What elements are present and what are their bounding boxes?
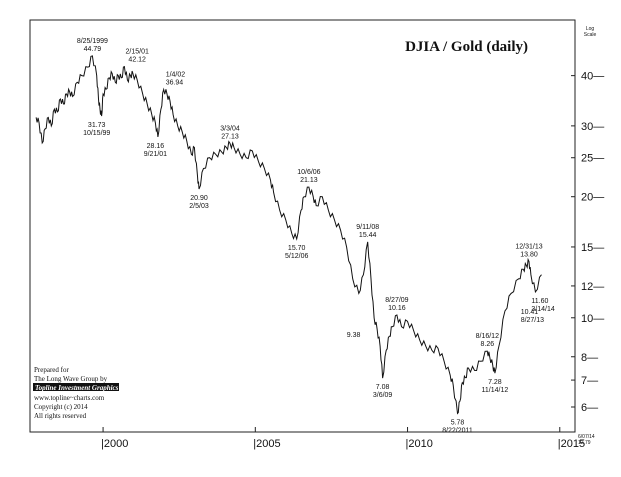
- y-axis: 6— 7— 8— 10— 12— 15— 20— 25— 30— 40—: [571, 71, 604, 414]
- y-tick-label: 30—: [581, 121, 604, 133]
- annotation-label: 42.12: [128, 57, 146, 64]
- corner-note-value: 12.79: [578, 440, 591, 446]
- annotation-label: 8/16/12: [476, 333, 499, 340]
- credit-rights: All rights reserved: [34, 412, 87, 420]
- y-tick-label: 7—: [581, 375, 598, 387]
- annotation-label: 7.28: [488, 379, 502, 386]
- scale-label-1: Log: [586, 26, 595, 32]
- series-line: [35, 55, 542, 415]
- annotation-label: 15.44: [359, 232, 377, 239]
- plot-frame: [29, 19, 576, 433]
- annotation-label: 36.94: [166, 80, 184, 87]
- annotation-label: 9.38: [347, 332, 361, 339]
- annotation-label: 2/5/03: [189, 203, 209, 210]
- annotation-label: 20.90: [190, 195, 208, 202]
- annotation-label: 13.80: [520, 252, 538, 259]
- annotation-label: 5/12/06: [285, 253, 308, 260]
- credit-block: Prepared for The Long Wave Group by Topl…: [33, 366, 119, 420]
- x-tick-label: |2000: [101, 438, 128, 450]
- annotation-label: 27.13: [221, 133, 239, 140]
- credit-firm: Topline Investment Graphics: [35, 384, 119, 392]
- x-tick-label: |2005: [253, 438, 280, 450]
- annotation-label: 5.78: [451, 420, 465, 427]
- y-tick-label: 15—: [581, 242, 604, 254]
- annotation-label: 8.26: [480, 341, 494, 348]
- credit-line-2: The Long Wave Group by: [34, 375, 108, 383]
- x-axis: |2000 |2005 |2010 |2015: [101, 427, 585, 450]
- annotation-label: 10.16: [388, 305, 406, 312]
- annotation-label: 10/15/99: [83, 130, 110, 137]
- credit-url: www.topline~charts.com: [34, 394, 105, 402]
- annotation-label: 12/31/13: [515, 244, 542, 251]
- x-tick-label: |2015: [558, 438, 585, 450]
- credit-line-1: Prepared for: [34, 366, 69, 374]
- chart-title: DJIA / Gold (daily): [405, 39, 528, 55]
- annotation-label: 11.60: [531, 298, 548, 305]
- annotation-label: 8/27/13: [521, 317, 544, 324]
- annotation-label: 1/4/02: [166, 72, 186, 79]
- credit-copyright: Copyright (c) 2014: [34, 403, 88, 411]
- annotation-label: 8/27/09: [385, 297, 408, 304]
- annotation-label: 21.13: [300, 177, 318, 184]
- annotation-label: 31.73: [88, 122, 106, 129]
- annotation-label: 7.08: [376, 384, 390, 391]
- annotation-label: 28.16: [147, 143, 165, 150]
- y-tick-label: 40—: [581, 71, 604, 83]
- corner-note-date: 6/07/14: [578, 434, 595, 440]
- annotation-label: 9/21/01: [144, 151, 167, 158]
- x-tick-label: |2010: [406, 438, 433, 450]
- annotation-label: 15.70: [288, 245, 306, 252]
- credit-firm-box: [33, 383, 119, 391]
- annotation-label: 8/25/1999: [77, 38, 108, 45]
- annotation-label: 10/6/06: [297, 169, 320, 176]
- y-tick-label: 25—: [581, 153, 604, 165]
- y-tick-label: 6—: [581, 402, 598, 414]
- annotation-label: 11/14/12: [482, 387, 509, 394]
- y-tick-label: 20—: [581, 192, 604, 204]
- annotation-label: 10.41: [521, 309, 539, 316]
- y-tick-label: 12—: [581, 281, 604, 293]
- y-tick-label: 8—: [581, 352, 598, 364]
- y-tick-label: 10—: [581, 313, 604, 325]
- scale-label-2: Scale: [584, 32, 597, 38]
- annotation-label: 3/6/09: [373, 392, 393, 399]
- annotation-label: 44.79: [84, 46, 102, 53]
- annotation-label: 9/11/08: [356, 224, 379, 231]
- annotation-label: 3/3/04: [220, 125, 240, 132]
- annotation-label: 8/22/2011: [442, 428, 473, 435]
- annotation-label: 2/15/01: [126, 49, 149, 56]
- annotation-label: 3/14/14: [531, 306, 554, 313]
